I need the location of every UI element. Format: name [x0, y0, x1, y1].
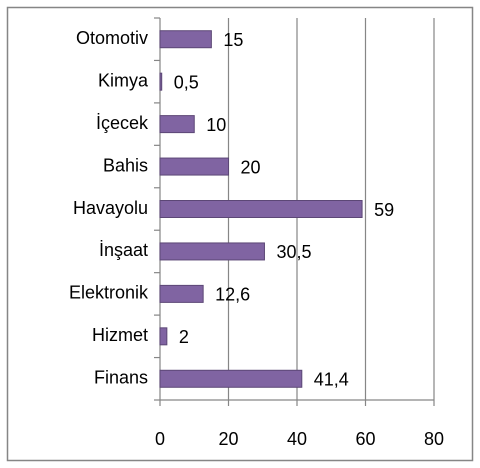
value-label: 15	[223, 30, 243, 50]
y-tick-label: İçecek	[96, 113, 149, 133]
y-tick-label: Kimya	[98, 70, 149, 90]
value-label: 30,5	[276, 242, 311, 262]
bar	[159, 200, 363, 218]
y-tick-label: Otomotiv	[76, 28, 148, 48]
y-tick-label: Elektronik	[69, 283, 149, 303]
value-label: 0,5	[174, 72, 199, 92]
y-tick-label: Hizmet	[92, 325, 148, 345]
value-label: 2	[179, 327, 189, 347]
y-tick-label: Havayolu	[73, 198, 148, 218]
y-tick-label: Bahis	[103, 155, 148, 175]
chart-frame	[6, 6, 474, 462]
y-tick-label: İnşaat	[99, 240, 148, 260]
value-label: 12,6	[215, 285, 250, 305]
bar	[159, 369, 303, 388]
value-label: 10	[206, 115, 226, 135]
value-label: 59	[374, 200, 394, 220]
x-tick-label: 80	[424, 429, 444, 449]
value-label: 20	[241, 157, 261, 177]
bar	[159, 157, 229, 176]
bar	[159, 115, 195, 134]
bar	[159, 284, 204, 303]
bar	[159, 327, 168, 346]
bar	[159, 72, 163, 91]
bar	[159, 242, 265, 261]
x-tick-label: 20	[218, 429, 238, 449]
bar	[159, 30, 212, 49]
x-tick-label: 40	[287, 429, 307, 449]
x-tick-label: 60	[355, 429, 375, 449]
y-tick-label: Finans	[94, 368, 148, 388]
value-label: 41,4	[314, 370, 349, 390]
x-tick-label: 0	[155, 429, 165, 449]
